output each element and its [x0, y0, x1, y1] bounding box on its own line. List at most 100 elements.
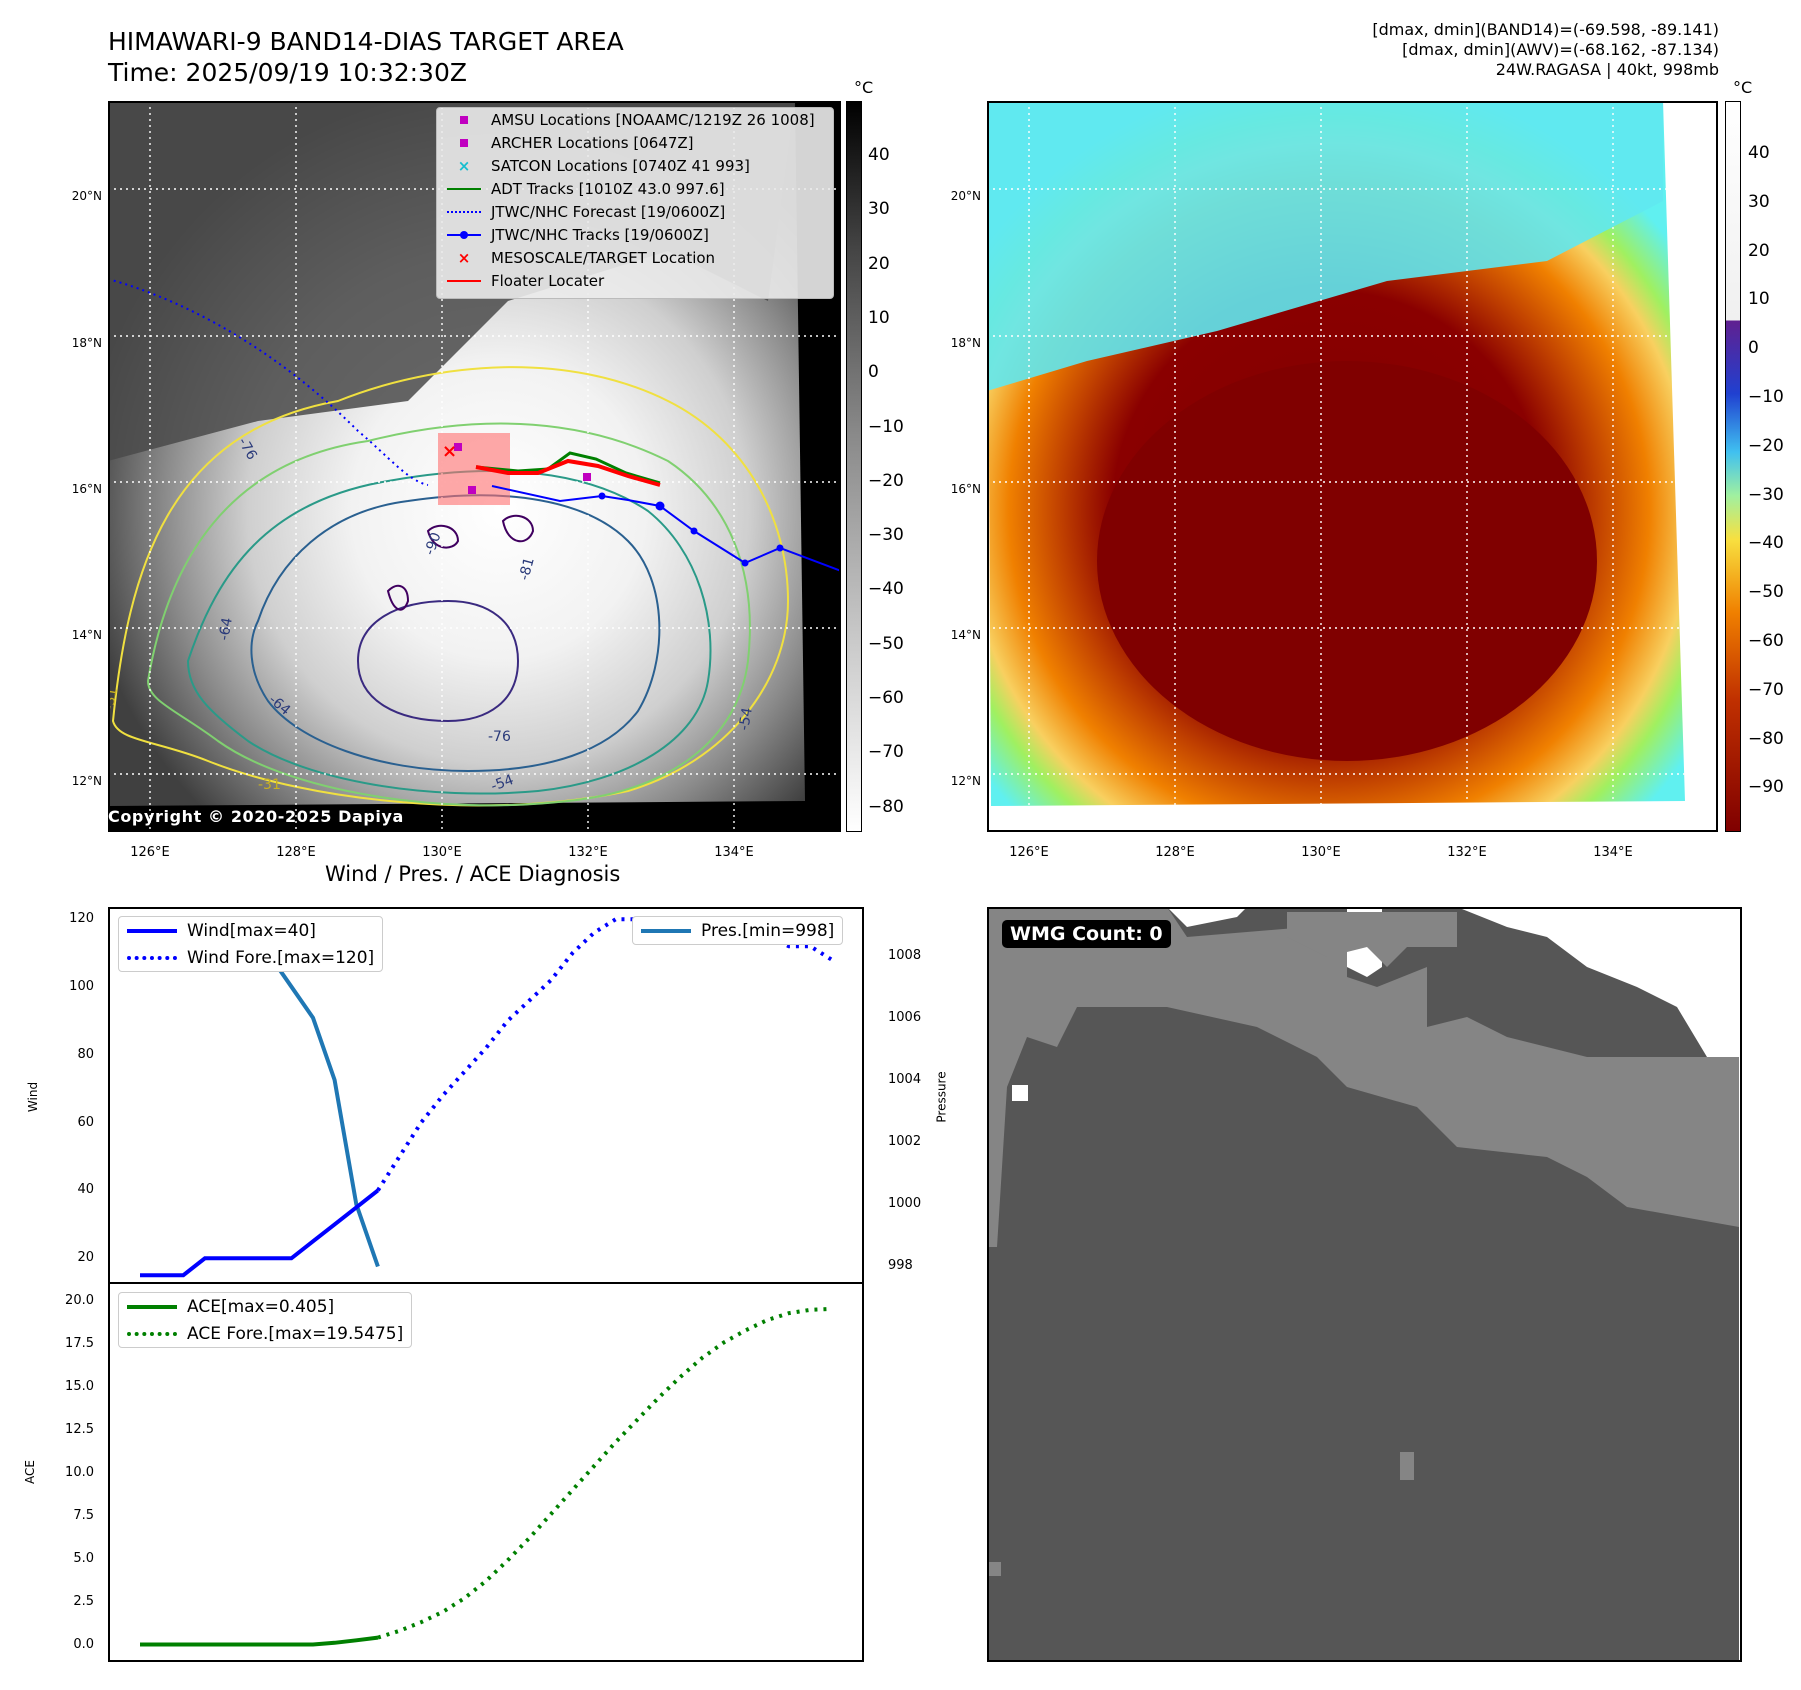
ir-colorbar-tick: −40: [868, 579, 904, 600]
dotted-line-icon: [443, 210, 485, 213]
svg-text:×: ×: [442, 441, 457, 462]
color-colorbar-tick: 40: [1748, 143, 1770, 163]
wmg-count-badge: WMG Count: 0: [1002, 920, 1171, 948]
ir-map-frame: [108, 101, 841, 832]
legend-item: × MESOSCALE/TARGET Location: [437, 246, 833, 269]
lat-tick-label: 14°N: [71, 628, 102, 642]
copyright-text: Copyright © 2020-2025 Dapiya: [108, 807, 404, 826]
legend-item: JTWC/NHC Forecast [19/0600Z]: [437, 200, 833, 223]
color-colorbar-unit: °C: [1733, 78, 1753, 97]
pressure-tick-label: 1000: [888, 1196, 922, 1212]
contour-label: -76: [488, 729, 511, 745]
solid-line-icon: [127, 928, 177, 933]
line-marker-icon: [443, 187, 485, 190]
wind-tick-label: 60: [77, 1114, 94, 1130]
ir-colorbar-unit: °C: [854, 78, 874, 97]
color-colorbar-tick: −40: [1748, 533, 1784, 554]
color-colorbar-tick: −10: [1748, 387, 1784, 407]
square-marker-icon: [443, 115, 485, 124]
color-colorbar: [1725, 101, 1741, 832]
wmg-image: [987, 907, 1739, 1662]
color-colorbar-tick: −80: [1748, 728, 1784, 749]
lat-tick-label: 18°N: [950, 336, 981, 350]
ir-colorbar-tick: −20: [868, 470, 904, 491]
contour-label: -90: [422, 530, 445, 557]
lat-tick-label: 16°N: [71, 482, 102, 496]
lat-tick-label: 12°N: [71, 774, 102, 788]
ace-chart: [140, 1306, 833, 1647]
legend-item: Wind[max=40]: [119, 917, 382, 944]
lon-tick-label: 132°E: [568, 845, 608, 860]
ir-colorbar-tick: −50: [868, 633, 904, 654]
legend-item: × SATCON Locations [0740Z 41 993]: [437, 154, 833, 177]
intensity-info: [dmax, dmin](BAND14)=(-69.598, -89.141) …: [1372, 20, 1719, 79]
ace-tick-label: 10.0: [65, 1464, 94, 1480]
lat-tick-label: 20°N: [950, 189, 981, 203]
ir-colorbar-tick: 30: [868, 199, 890, 220]
wind-tick-label: 20: [77, 1250, 94, 1266]
contour-label: -31: [258, 777, 281, 793]
legend-item: ACE[max=0.405]: [119, 1293, 411, 1320]
lon-tick-label: 132°E: [1447, 845, 1487, 860]
wind-series-line: [140, 1188, 380, 1278]
lon-tick-label: 134°E: [1593, 845, 1633, 860]
wmg-map-panel: [987, 907, 1739, 1662]
color-colorbar-tick: −60: [1748, 631, 1784, 651]
pressure-tick-label: 1008: [888, 947, 922, 963]
ace-tick-label: 12.5: [65, 1421, 94, 1437]
color-colorbar-tick: 30: [1748, 191, 1770, 212]
color-colorbar-tick: −90: [1748, 777, 1784, 798]
color-colorbar-tick: 20: [1748, 240, 1770, 261]
lon-tick-label: 126°E: [130, 845, 170, 860]
dotted-line-icon: [127, 1331, 177, 1336]
color-map-frame: [987, 101, 1718, 832]
pressure-axis-label: Pressure: [934, 1071, 949, 1123]
lat-tick-label: 16°N: [950, 482, 981, 496]
ir-colorbar-tick: 20: [868, 253, 890, 274]
line-marker-icon: [443, 279, 485, 282]
diagnosis-title: Wind / Pres. / ACE Diagnosis: [325, 862, 621, 886]
lon-tick-label: 128°E: [1155, 845, 1195, 860]
square-marker-icon: [443, 138, 485, 147]
wind-tick-label: 80: [77, 1046, 94, 1062]
lat-tick-label: 20°N: [71, 189, 102, 203]
lon-tick-label: 130°E: [1301, 845, 1341, 860]
ace-legend: ACE[max=0.405] ACE Fore.[max=19.5475]: [118, 1292, 413, 1348]
contour-label: -54: [736, 706, 756, 731]
legend-item: ARCHER Locations [0647Z]: [437, 131, 833, 154]
wind-tick-label: 100: [69, 978, 94, 994]
ace-tick-label: 17.5: [65, 1336, 94, 1352]
legend-item: Wind Fore.[max=120]: [119, 944, 382, 971]
wind-legend: Wind[max=40] Wind Fore.[max=120]: [118, 916, 384, 972]
ir-colorbar-tick: 10: [868, 307, 890, 328]
contour-label: -54: [489, 772, 516, 795]
lon-tick-label: 126°E: [1009, 845, 1049, 860]
pressure-tick-label: 1004: [888, 1071, 922, 1087]
wmg-map-frame: [987, 907, 1742, 1662]
ir-colorbar-tick: −80: [868, 796, 904, 817]
ir-colorbar-tick: 40: [868, 145, 890, 165]
pressure-tick-label: 1002: [888, 1134, 922, 1150]
color-colorbar-tick: −50: [1748, 582, 1784, 603]
ace-tick-label: 5.0: [73, 1550, 94, 1566]
color-colorbar-tick: −20: [1748, 435, 1784, 456]
ir-colorbar-tick: −30: [868, 525, 904, 546]
legend-item: Floater Locater: [437, 269, 833, 292]
ace-tick-label: 7.5: [73, 1507, 94, 1523]
lat-tick-label: 14°N: [950, 628, 981, 642]
legend-item: JTWC/NHC Tracks [19/0600Z]: [437, 223, 833, 246]
color-map-image: [987, 101, 1718, 832]
dotted-line-icon: [127, 955, 177, 960]
ace-tick-label: 2.5: [73, 1593, 94, 1609]
lat-tick-label: 12°N: [950, 774, 981, 788]
ir-legend: AMSU Locations [NOAAMC/1219Z 26 1008] AR…: [436, 107, 834, 299]
ace-axis-label: ACE: [22, 1460, 37, 1484]
lon-tick-label: 128°E: [276, 845, 316, 860]
ir-colorbar: [846, 101, 862, 832]
ir-colorbar-tick: −60: [868, 688, 904, 708]
ace-tick-label: 20.0: [65, 1293, 94, 1309]
legend-item: ADT Tracks [1010Z 43.0 997.6]: [437, 177, 833, 200]
lon-tick-label: 130°E: [422, 845, 462, 860]
wind-tick-label: 120: [69, 911, 94, 927]
ace-forecast-series-line: [377, 1306, 833, 1640]
